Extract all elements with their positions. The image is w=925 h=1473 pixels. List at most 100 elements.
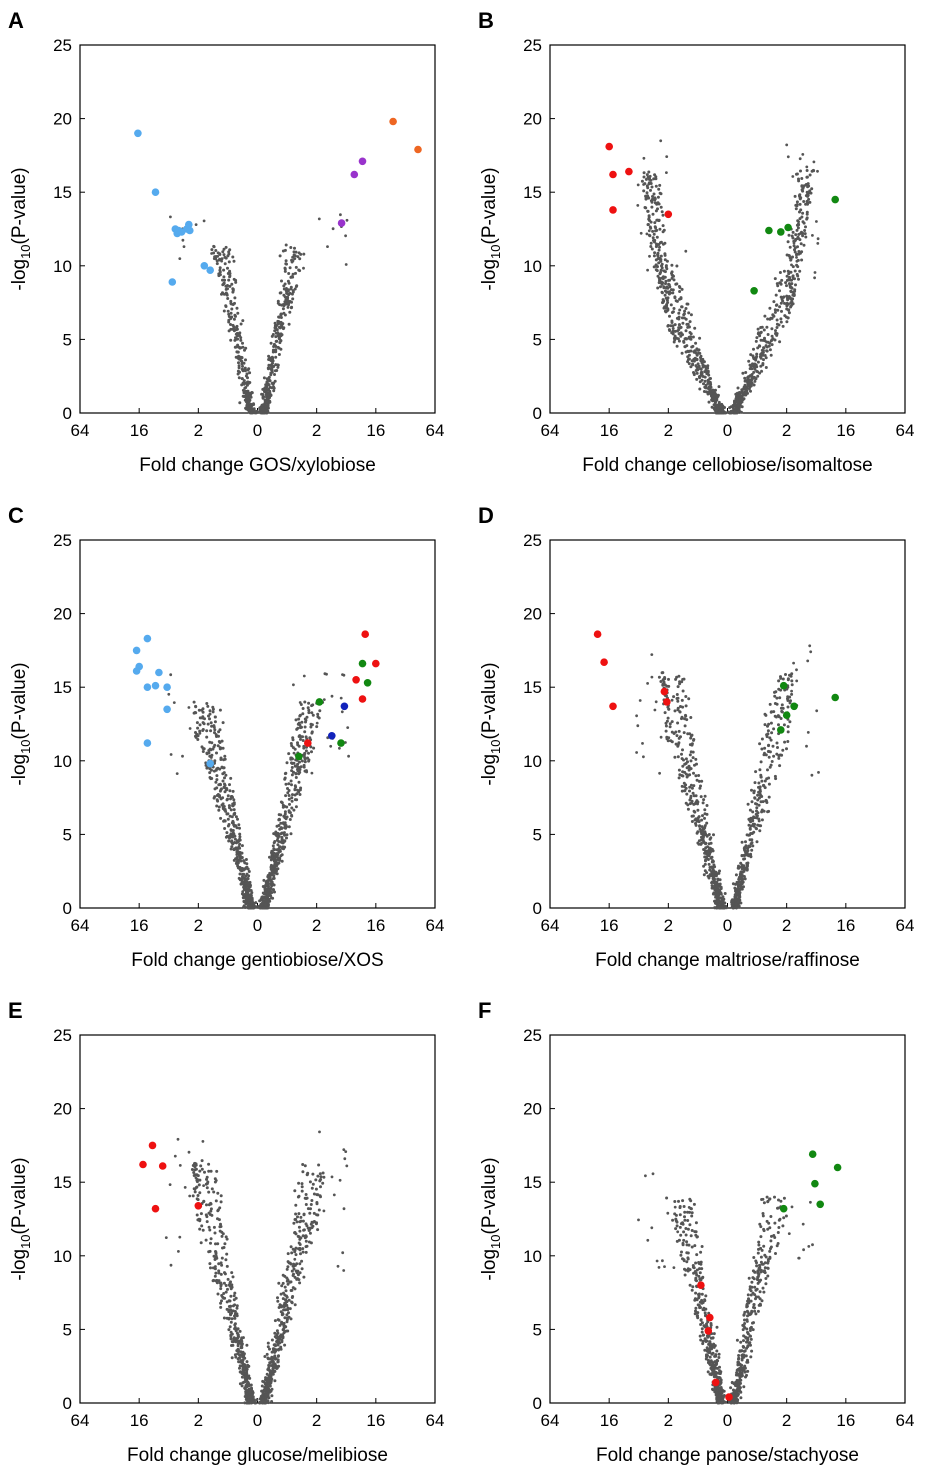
background-point <box>677 326 681 330</box>
background-point <box>283 1285 287 1289</box>
background-point <box>677 339 681 343</box>
background-point <box>206 722 210 726</box>
background-point <box>229 317 233 320</box>
background-point <box>755 355 759 359</box>
background-point <box>638 699 642 702</box>
background-point <box>659 735 663 739</box>
background-point <box>706 391 710 395</box>
background-point <box>283 810 287 814</box>
background-point <box>759 775 763 779</box>
background-point <box>305 770 309 774</box>
background-point <box>232 847 236 851</box>
background-point <box>270 367 274 371</box>
x-tick-label: 0 <box>253 1411 262 1430</box>
data-point <box>625 167 633 176</box>
background-point <box>743 866 747 870</box>
background-point <box>798 157 802 161</box>
background-point <box>774 715 778 719</box>
data-point <box>163 705 171 714</box>
background-point <box>803 232 807 236</box>
x-tick-label: 64 <box>71 421 90 440</box>
background-point <box>294 285 298 288</box>
data-point <box>358 659 367 668</box>
background-point <box>271 844 275 848</box>
background-point <box>243 1386 247 1390</box>
background-point <box>215 804 219 808</box>
background-point <box>194 1162 198 1166</box>
background-point <box>234 328 238 332</box>
x-tick-label: 16 <box>366 916 385 935</box>
background-point <box>235 839 239 843</box>
background-point <box>283 313 287 317</box>
background-point <box>791 230 795 234</box>
background-point <box>277 1281 281 1285</box>
background-point <box>682 781 686 785</box>
background-points <box>167 672 350 910</box>
background-point <box>780 703 784 707</box>
background-point <box>200 1159 204 1163</box>
background-point <box>674 299 678 303</box>
background-point <box>233 1291 237 1295</box>
background-point <box>266 1356 270 1360</box>
data-point <box>779 681 788 690</box>
background-point <box>221 766 225 770</box>
background-point <box>786 705 790 709</box>
background-point <box>694 341 698 345</box>
background-point <box>293 1257 297 1261</box>
background-point <box>283 1324 287 1328</box>
background-point <box>232 1336 236 1340</box>
background-point <box>344 263 348 266</box>
background-point <box>215 1169 219 1173</box>
background-point <box>705 849 709 853</box>
background-point <box>667 328 671 332</box>
background-point <box>224 1258 228 1262</box>
background-point <box>265 1384 269 1388</box>
x-tick-label: 2 <box>312 916 321 935</box>
background-point <box>697 820 701 824</box>
background-point <box>294 805 298 809</box>
background-point <box>785 143 789 147</box>
x-tick-label: 64 <box>426 1411 445 1430</box>
background-point <box>734 407 738 411</box>
background-point <box>338 1178 342 1182</box>
data-point <box>194 1202 203 1210</box>
background-point <box>305 1244 309 1248</box>
background-point <box>665 155 669 159</box>
background-point <box>245 1343 249 1347</box>
background-point <box>212 724 216 728</box>
background-point <box>280 831 284 835</box>
background-point <box>208 1262 212 1266</box>
background-point <box>659 271 662 274</box>
background-point <box>796 245 799 249</box>
background-point <box>645 184 649 188</box>
background-point <box>279 800 283 804</box>
background-point <box>232 808 236 812</box>
background-point <box>297 1225 301 1229</box>
data-point <box>389 117 397 126</box>
background-point <box>220 259 224 263</box>
background-point <box>696 830 700 834</box>
background-point <box>304 1250 308 1254</box>
background-point <box>303 751 307 755</box>
background-point <box>665 304 669 308</box>
background-point <box>736 887 740 891</box>
background-point <box>759 330 763 334</box>
background-point <box>286 292 289 296</box>
background-point <box>244 396 248 400</box>
background-point <box>783 740 787 744</box>
background-point <box>677 323 681 327</box>
background-point <box>767 776 771 780</box>
background-point <box>658 191 662 195</box>
background-point <box>673 755 677 759</box>
background-point <box>302 674 306 678</box>
background-point <box>717 400 721 404</box>
data-point <box>134 129 142 138</box>
background-point <box>753 379 757 383</box>
background-point <box>297 1241 301 1245</box>
background-point <box>798 193 802 197</box>
background-point <box>307 708 311 712</box>
x-tick-label: 64 <box>541 916 560 935</box>
background-point <box>697 774 701 777</box>
background-point <box>652 254 656 258</box>
